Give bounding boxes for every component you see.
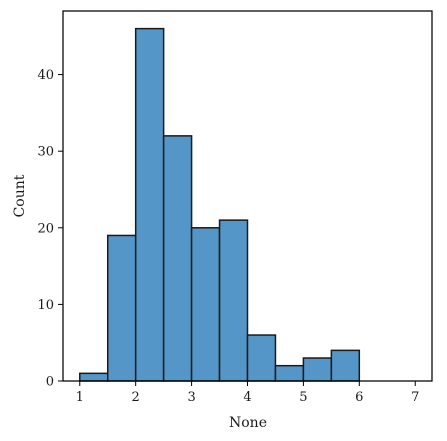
histogram-bar	[134, 27, 165, 382]
x-axis-label: None	[229, 415, 267, 431]
y-tick-label: 0	[46, 375, 54, 390]
y-tick-label: 10	[37, 298, 54, 313]
histogram-bar	[218, 219, 249, 382]
histogram-bar	[302, 357, 333, 382]
histogram-bar	[246, 334, 277, 382]
x-tick-label: 5	[299, 390, 307, 405]
x-tick-label: 7	[411, 390, 419, 405]
histogram-bar	[274, 364, 305, 382]
histogram-bar	[190, 227, 221, 382]
y-tick-label: 20	[37, 221, 54, 236]
histogram-bar	[162, 135, 193, 382]
histogram-bar	[330, 349, 361, 382]
x-axis-ticks: 1 2 3 4 5 6 7	[76, 381, 419, 405]
plot-frame	[62, 10, 433, 382]
y-tick-label: 30	[37, 145, 54, 160]
histogram-bar	[106, 234, 137, 382]
x-tick-label: 2	[132, 390, 140, 405]
bars-group	[79, 27, 361, 382]
x-tick-label: 6	[355, 390, 363, 405]
x-tick-label: 4	[243, 390, 251, 405]
x-tick-label: 1	[76, 390, 84, 405]
histogram-bar	[79, 372, 109, 382]
y-tick-label: 40	[37, 68, 54, 83]
x-tick-label: 3	[187, 390, 195, 405]
y-axis-ticks: 0 10 20 30 40	[37, 68, 63, 390]
y-axis-label: Count	[12, 174, 28, 217]
